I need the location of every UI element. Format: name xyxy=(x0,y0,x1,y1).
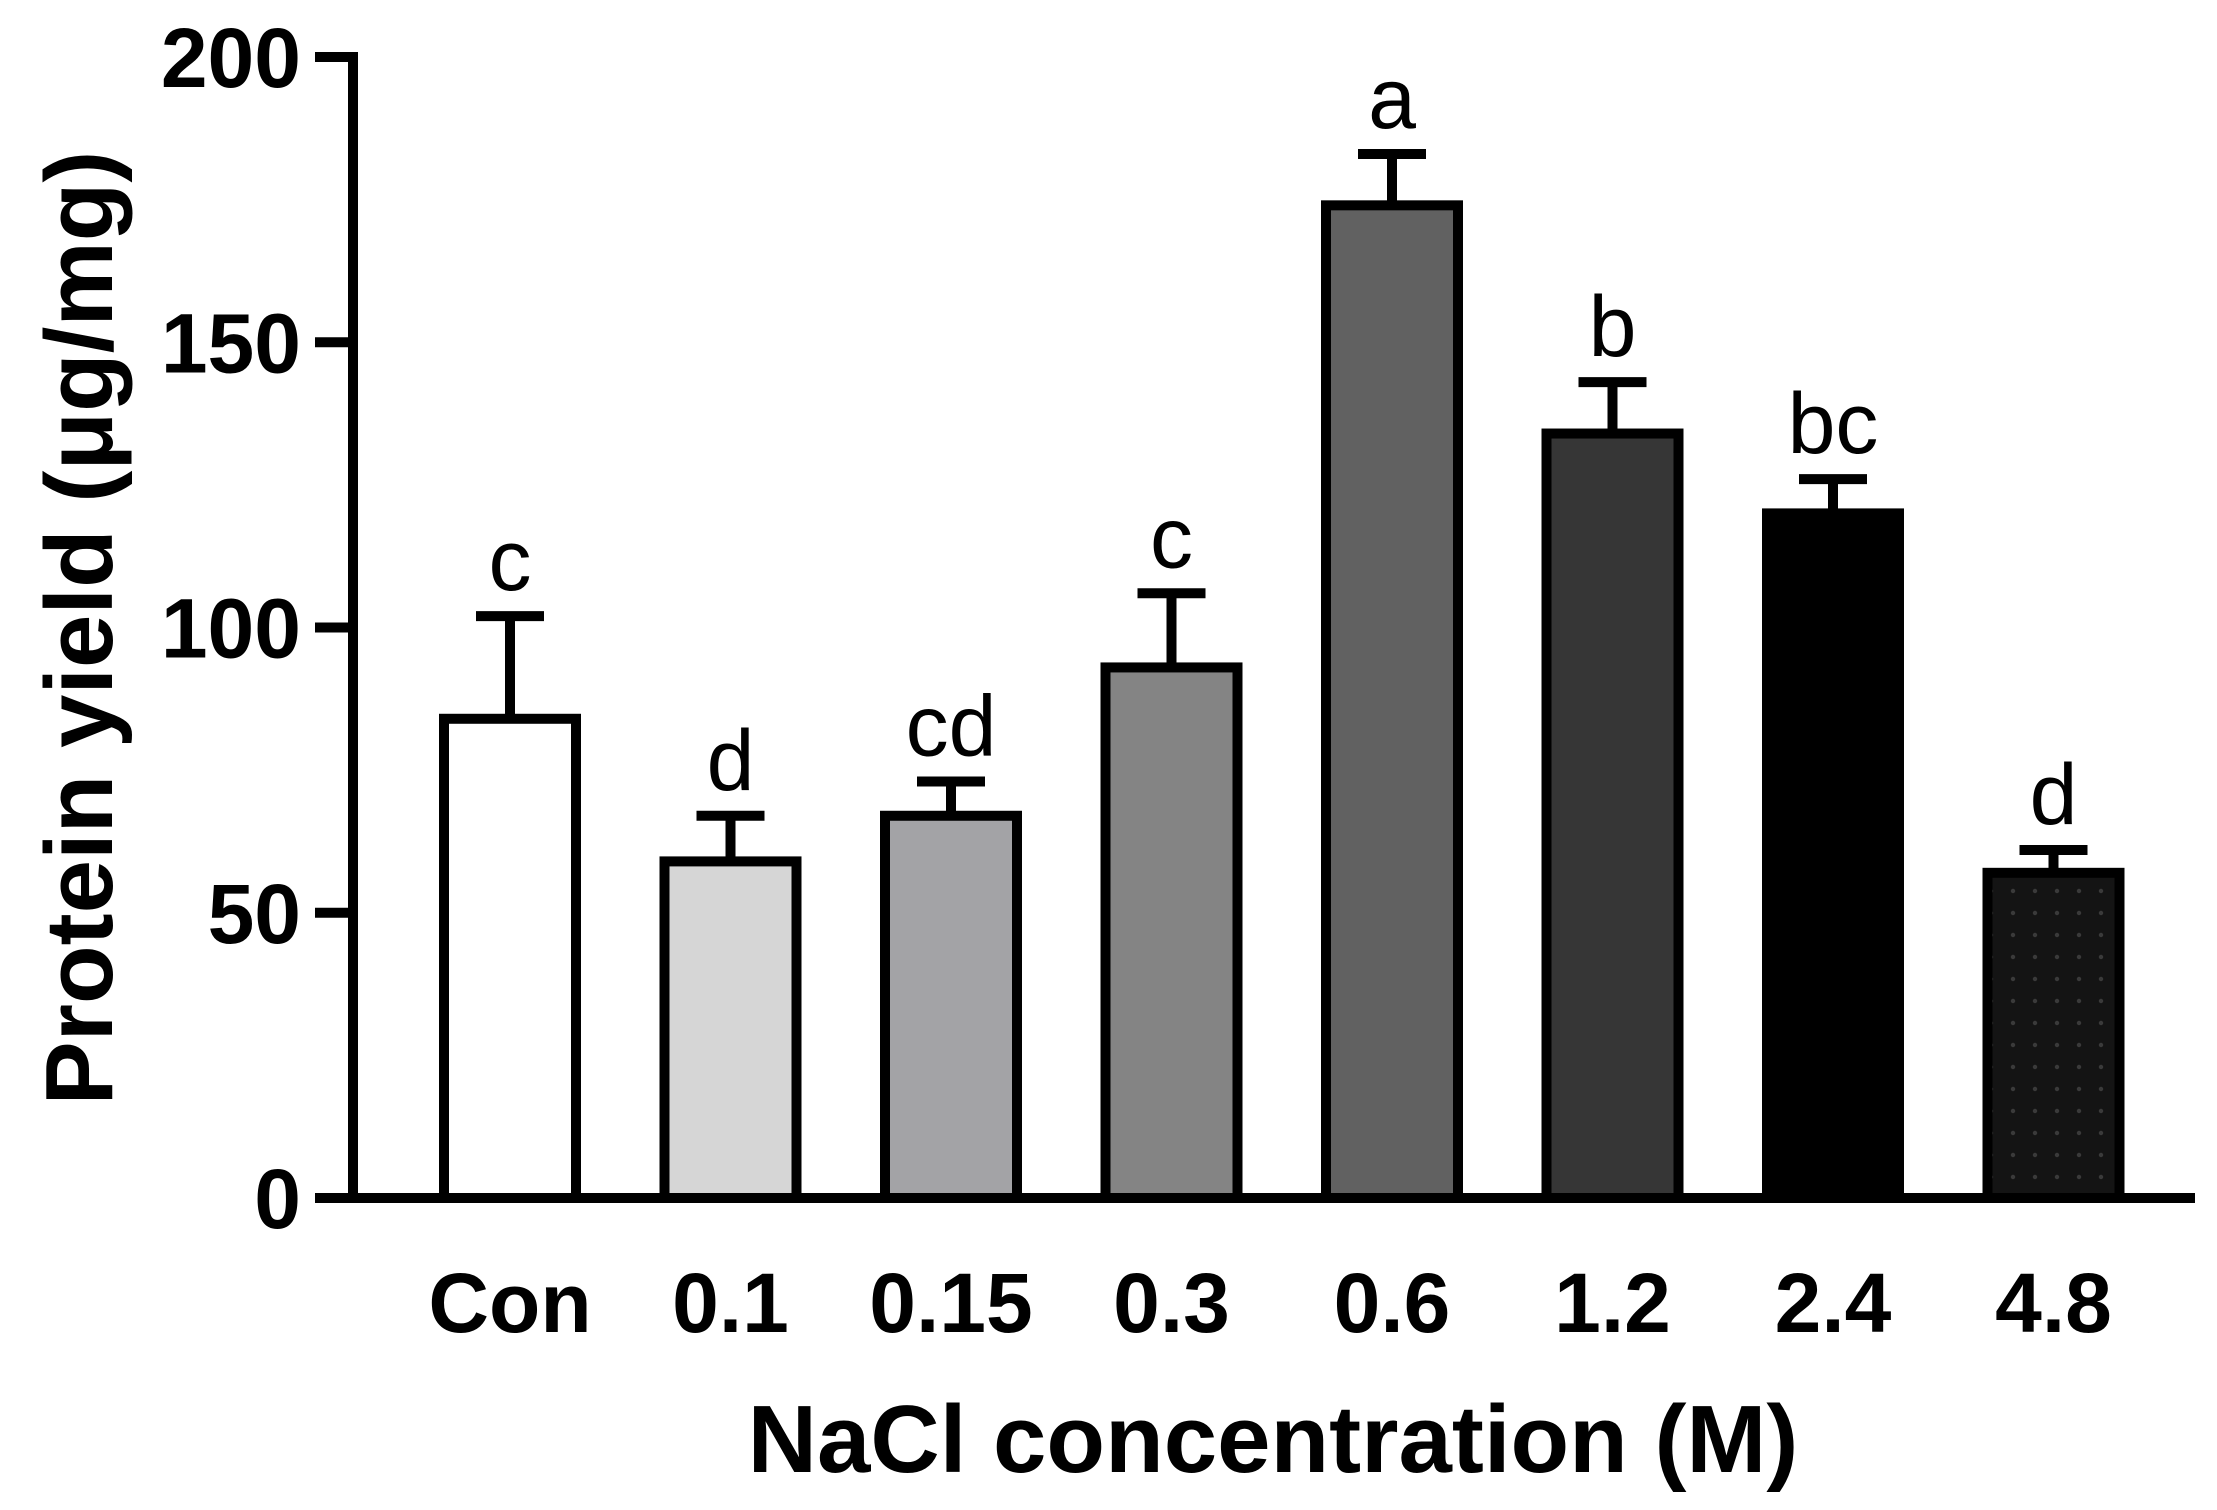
bar-2.4 xyxy=(1762,508,1904,1203)
bar-Con xyxy=(439,713,581,1204)
bar-4.8 xyxy=(1982,867,2125,1203)
bars-layer xyxy=(439,200,2125,1204)
x-tick-label: 0.3 xyxy=(1113,1256,1230,1350)
significance-label-2.4: bc xyxy=(1788,376,1879,472)
y-ticks-layer: 0 50 100 150 200 xyxy=(161,11,353,1246)
y-tick-label: 150 xyxy=(161,296,301,390)
significance-label-4.8: d xyxy=(2030,747,2078,843)
significance-label-1.2: b xyxy=(1589,279,1637,375)
x-tick-label: 0.1 xyxy=(672,1256,789,1350)
y-tick-label: 50 xyxy=(208,867,301,961)
y-tick-label: 0 xyxy=(254,1152,301,1246)
x-tick-label: 0.15 xyxy=(869,1256,1033,1350)
x-tick-label: 1.2 xyxy=(1554,1256,1671,1350)
y-axis-title: Protein yield (μg/mg) xyxy=(26,151,133,1106)
significance-label-Con: c xyxy=(489,513,532,609)
bar-1.2 xyxy=(1541,428,1684,1203)
x-tick-labels-layer: Con 0.1 0.15 0.3 0.6 1.2 2.4 4.8 xyxy=(428,1256,2112,1350)
y-tick-label: 200 xyxy=(161,11,301,105)
x-tick-label: 0.6 xyxy=(1334,1256,1451,1350)
bar-0.3 xyxy=(1100,662,1243,1203)
y-tick-label: 100 xyxy=(161,582,301,676)
bar-0.15 xyxy=(880,810,1022,1203)
bar-0.6 xyxy=(1321,200,1463,1203)
significance-label-0.1: d xyxy=(707,713,755,809)
x-tick-label: 2.4 xyxy=(1775,1256,1892,1350)
significance-label-0.15: cd xyxy=(906,679,997,775)
axes-layer xyxy=(348,52,2195,1203)
x-axis-title: NaCl concentration (M) xyxy=(748,1386,1799,1493)
x-tick-label: 4.8 xyxy=(1995,1256,2112,1350)
error-bars-layer xyxy=(476,148,2088,873)
x-tick-label: Con xyxy=(428,1256,591,1350)
bar-0.1 xyxy=(659,856,802,1204)
significance-label-0.3: c xyxy=(1150,490,1193,586)
significance-label-0.6: a xyxy=(1368,51,1416,147)
